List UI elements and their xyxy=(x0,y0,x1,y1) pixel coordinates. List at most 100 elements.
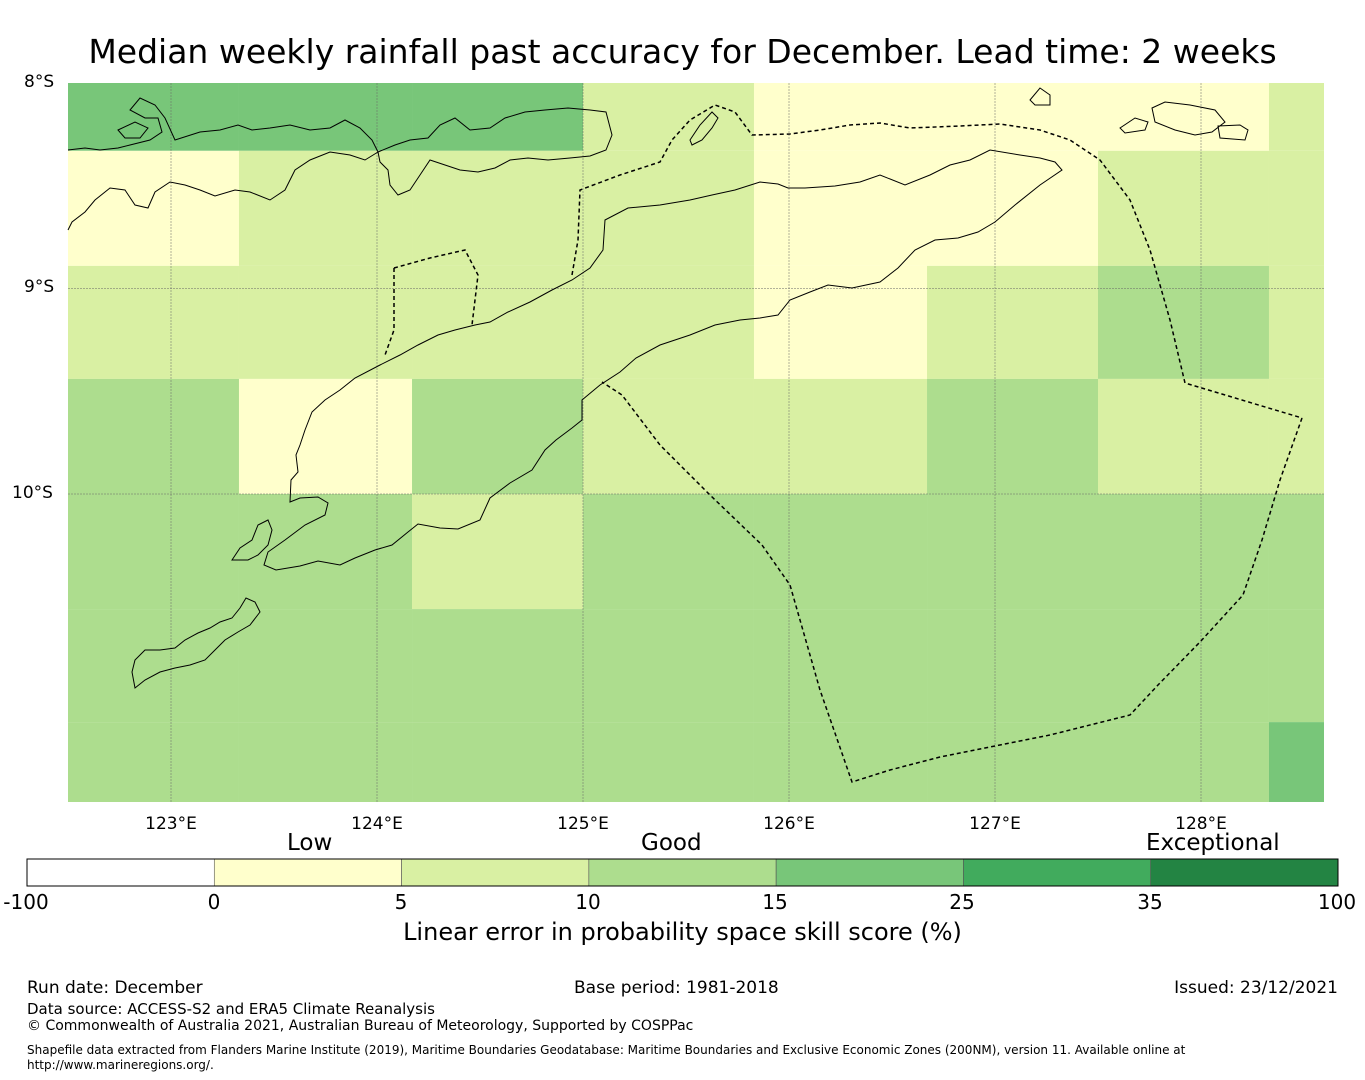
semau-coastline xyxy=(231,519,273,561)
data-source: Data source: ACCESS-S2 and ERA5 Climate … xyxy=(27,1000,435,1018)
colorbar-category-low: Low xyxy=(287,830,333,856)
grid-cell xyxy=(412,378,583,494)
grid-cell xyxy=(412,265,583,379)
colorbar xyxy=(26,858,1339,887)
grid-cell xyxy=(412,722,583,802)
grid-cell xyxy=(68,722,239,802)
lon-label-123e: 123°E xyxy=(145,814,197,834)
grid-cell xyxy=(927,722,1098,802)
grid-cell xyxy=(583,722,754,802)
colorbar-bin xyxy=(213,858,402,887)
flores-coastline xyxy=(67,97,379,231)
colorbar-bin xyxy=(1150,858,1339,887)
skill-grid-cells xyxy=(68,83,1324,802)
colorbar-category-exceptional: Exceptional xyxy=(1146,830,1280,856)
grid-cell xyxy=(753,150,928,266)
graticule xyxy=(68,83,1324,802)
grid-cell xyxy=(68,494,239,610)
grid-cell xyxy=(1098,494,1269,610)
atauro-coastline xyxy=(117,111,719,146)
grid-cell xyxy=(753,722,928,802)
colorbar-bin xyxy=(775,858,964,887)
grid-cell xyxy=(927,494,1098,610)
lon-label-124e: 124°E xyxy=(351,814,403,834)
lon-label-125e: 125°E xyxy=(557,814,609,834)
grid-cell xyxy=(753,83,928,151)
base-period: Base period: 1981-2018 xyxy=(574,978,779,998)
colorbar-tick: 25 xyxy=(949,890,975,914)
coastlines xyxy=(67,87,1249,689)
maritime-boundaries xyxy=(384,104,1303,783)
grid-cell xyxy=(238,83,413,151)
lon-label-128e: 128°E xyxy=(1175,814,1227,834)
colorbar-tick: -100 xyxy=(3,890,49,914)
shapefile-credit: Shapefile data extracted from Flanders M… xyxy=(27,1043,1186,1072)
colorbar-tick: 100 xyxy=(1317,890,1357,914)
grid-cell xyxy=(1098,722,1269,802)
grid-cell xyxy=(927,83,1098,151)
grid-cell xyxy=(238,609,413,723)
colorbar-bin xyxy=(588,858,777,887)
grid-cell xyxy=(753,609,928,723)
grid-cell xyxy=(583,83,754,151)
grid-cell xyxy=(238,378,413,494)
grid-cell xyxy=(1268,265,1324,379)
colorbar-tick: 35 xyxy=(1137,890,1163,914)
grid-cell xyxy=(1268,494,1324,610)
grid-cell xyxy=(583,494,754,610)
copyright: © Commonwealth of Australia 2021, Austra… xyxy=(27,1018,694,1034)
timor-eez-south xyxy=(601,381,1303,783)
grid-cell xyxy=(1098,609,1269,723)
colorbar-bin xyxy=(401,858,590,887)
colorbar-bin xyxy=(26,858,215,887)
oecusse-boundary-west xyxy=(384,268,395,356)
grid-cell xyxy=(1098,150,1269,266)
grid-cell xyxy=(238,722,413,802)
grid-cell xyxy=(1268,722,1324,802)
colorbar-bin xyxy=(963,858,1152,887)
issued-date: Issued: 23/12/2021 xyxy=(1174,978,1338,998)
wetar-coastline xyxy=(1029,87,1249,141)
colorbar-tick: 0 xyxy=(207,890,221,914)
timor-coastline xyxy=(263,149,1063,571)
grid-cell xyxy=(68,265,239,379)
grid-cell xyxy=(1268,378,1324,494)
grid-cell xyxy=(583,150,754,266)
colorbar-tick: 5 xyxy=(394,890,408,914)
grid-cell xyxy=(927,150,1098,266)
rote-coastline xyxy=(131,597,261,689)
grid-cell xyxy=(1268,609,1324,723)
colorbar-label: Linear error in probability space skill … xyxy=(403,918,962,946)
grid-cell xyxy=(68,378,239,494)
grid-cell xyxy=(753,494,928,610)
grid-cell xyxy=(1268,150,1324,266)
lon-label-126e: 126°E xyxy=(763,814,815,834)
alor-coastline xyxy=(377,107,613,196)
colorbar-category-good: Good xyxy=(641,830,702,856)
grid-cell xyxy=(238,265,413,379)
grid-cell xyxy=(412,83,583,151)
grid-cell xyxy=(583,378,754,494)
grid-cell xyxy=(412,609,583,723)
grid-cell xyxy=(753,378,928,494)
grid-cell xyxy=(238,150,413,266)
lat-label-8s: 8°S xyxy=(24,72,55,92)
run-date: Run date: December xyxy=(27,978,203,998)
grid-cell xyxy=(68,150,239,266)
rainfall-skill-map xyxy=(67,83,1324,802)
grid-cell xyxy=(1268,83,1324,151)
grid-cell xyxy=(412,150,583,266)
grid-cell xyxy=(927,265,1098,379)
grid-cell xyxy=(68,83,239,151)
grid-cell xyxy=(1098,265,1269,379)
grid-cell xyxy=(412,494,583,610)
grid-cell xyxy=(753,265,928,379)
lat-label-9s: 9°S xyxy=(24,277,55,297)
grid-cell xyxy=(583,609,754,723)
colorbar-tick: 15 xyxy=(762,890,788,914)
grid-cell xyxy=(1098,83,1269,151)
grid-cell xyxy=(927,378,1098,494)
grid-cell xyxy=(927,609,1098,723)
oecusse-boundary xyxy=(393,249,479,326)
grid-cell xyxy=(1098,378,1269,494)
